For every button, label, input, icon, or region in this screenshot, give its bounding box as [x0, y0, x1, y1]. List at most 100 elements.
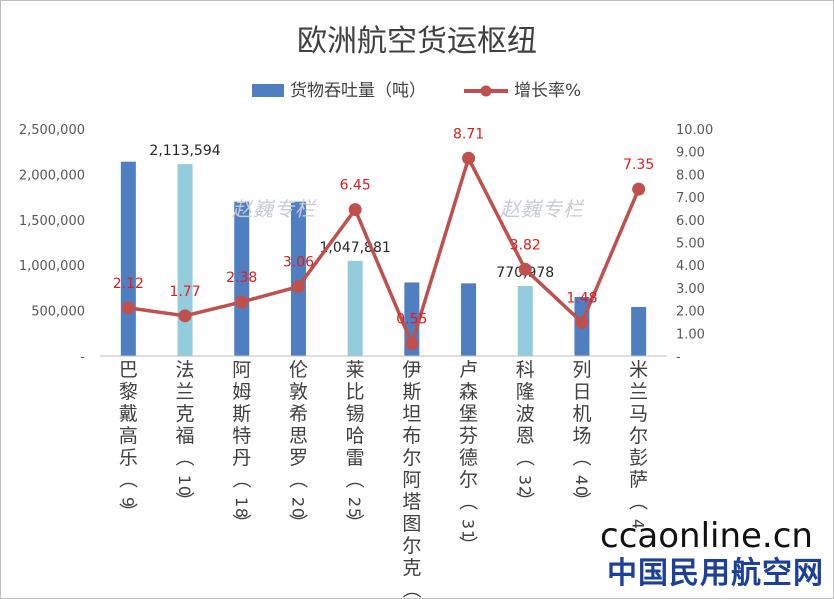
category-label-char: 8: [232, 508, 251, 518]
category-label-char: 希: [289, 403, 308, 425]
growth-data-label: 1.77: [169, 284, 200, 300]
legend-marker-line: [480, 85, 492, 97]
category-label-char: ）: [343, 513, 365, 532]
bar: [177, 164, 193, 356]
category-label-char: 1: [232, 497, 251, 507]
category-label-char: 卢: [459, 359, 478, 381]
growth-data-label: 8.71: [453, 126, 484, 142]
category-label-char: 敦: [289, 381, 308, 403]
category-label-char: 伊: [402, 359, 421, 381]
category-label-char: 丹: [232, 447, 251, 469]
growth-data-label: 3.82: [510, 237, 541, 253]
category-label-char: 3: [459, 519, 478, 529]
growth-data-label: 3.06: [283, 255, 314, 271]
y-right-tick-label: 4.00: [676, 259, 705, 274]
y-left-tick-label: 1,500,000: [19, 214, 85, 229]
y-right-tick-label: 10.00: [676, 123, 713, 138]
category-label-char: ）: [457, 535, 479, 554]
growth-marker: [405, 337, 419, 351]
category-label-char: 巴: [119, 359, 138, 381]
legend-label-line: 增长率%: [514, 81, 581, 101]
category-label-char: （: [400, 579, 422, 598]
brand-name: 中国民用航空网: [607, 556, 824, 591]
category-label-char: 日: [572, 381, 591, 403]
category-label-char: （: [570, 447, 592, 466]
category-label-char: 黎: [119, 381, 138, 403]
category-label-char: 斯: [232, 403, 251, 425]
category-label-char: 坦: [402, 403, 421, 425]
growth-data-label: 0.55: [396, 312, 427, 328]
category-label-char: 特: [232, 425, 251, 447]
chart-title: 欧洲航空货运枢纽: [297, 24, 537, 59]
y-left-tick-label: -: [80, 350, 85, 365]
bar: [234, 201, 250, 356]
category-label-char: 马: [629, 403, 648, 425]
category-label-char: 米: [629, 359, 648, 381]
category-label-char: 尔: [459, 469, 478, 491]
bar: [517, 285, 533, 356]
category-label-char: 乐: [119, 447, 138, 469]
legend-swatch-bar: [252, 84, 284, 97]
category-label-char: 兰: [629, 381, 648, 403]
bar: [347, 260, 363, 356]
growth-marker: [178, 309, 192, 323]
category-label-char: 克: [176, 403, 195, 425]
y-right-tick-label: 6.00: [676, 214, 705, 229]
growth-data-label: 2.12: [113, 276, 144, 292]
category-label-char: 思: [289, 425, 308, 447]
category-label-char: 2: [515, 486, 534, 496]
category-label-char: （: [457, 491, 479, 510]
brand-domain: ccaonline.cn: [600, 516, 813, 556]
category-label-char: （: [230, 469, 252, 488]
category-label-char: 阿: [232, 359, 251, 381]
category-label-char: 布: [402, 425, 421, 447]
category-label-char: ）: [173, 491, 195, 510]
category-label-char: 森: [459, 381, 478, 403]
category-label-char: 伦: [289, 359, 308, 381]
y-right-tick-label: 3.00: [676, 282, 705, 297]
growth-data-label: 2.38: [226, 270, 257, 286]
category-label-char: ）: [286, 513, 308, 532]
growth-marker: [235, 295, 249, 309]
category-label-char: 2: [288, 497, 307, 507]
category-label-char: （: [343, 469, 365, 488]
growth-marker: [518, 262, 532, 276]
bar: [461, 283, 477, 356]
category-label-char: （: [116, 469, 138, 488]
category-label-char: 0: [288, 508, 307, 518]
category-label-char: 戴: [119, 403, 138, 425]
category-label-char: 波: [516, 403, 535, 425]
category-label-char: 彭: [629, 447, 648, 469]
category-label-char: 雷: [346, 447, 365, 469]
y-left-tick-label: 500,000: [31, 305, 85, 320]
y-right-tick-label: 1.00: [676, 327, 705, 342]
bar: [631, 306, 647, 356]
category-label-char: （: [627, 491, 649, 510]
y-right-tick-label: 7.00: [676, 191, 705, 206]
y-left-tick-label: 1,000,000: [19, 259, 85, 274]
category-label-char: 斯: [402, 381, 421, 403]
category-label-char: 列: [572, 359, 591, 381]
growth-marker: [632, 182, 646, 196]
category-label-char: 3: [515, 475, 534, 485]
category-label-char: 芬: [459, 425, 478, 447]
category-label-char: ）: [513, 491, 535, 510]
bar: [120, 161, 136, 356]
growth-data-label: 1.48: [566, 290, 597, 306]
y-right-tick-label: 9.00: [676, 146, 705, 161]
category-label-char: 2: [345, 497, 364, 507]
y-left-tick-label: 2,500,000: [19, 123, 85, 138]
category-label-char: 法: [176, 359, 195, 381]
legend-label-bar: 货物吞吐量（吨）: [290, 81, 426, 101]
watermark-left: 赵巍专栏: [232, 197, 316, 221]
category-label-char: 机: [572, 403, 591, 425]
y-right-tick-label: -: [676, 350, 681, 365]
category-label-char: 1: [459, 530, 478, 540]
category-label-char: 比: [346, 381, 365, 403]
category-label-char: 堡: [459, 403, 478, 425]
category-label-char: 德: [459, 447, 478, 469]
growth-line: [128, 156, 641, 346]
category-label-char: ）: [116, 502, 138, 521]
category-label-char: （: [173, 447, 195, 466]
